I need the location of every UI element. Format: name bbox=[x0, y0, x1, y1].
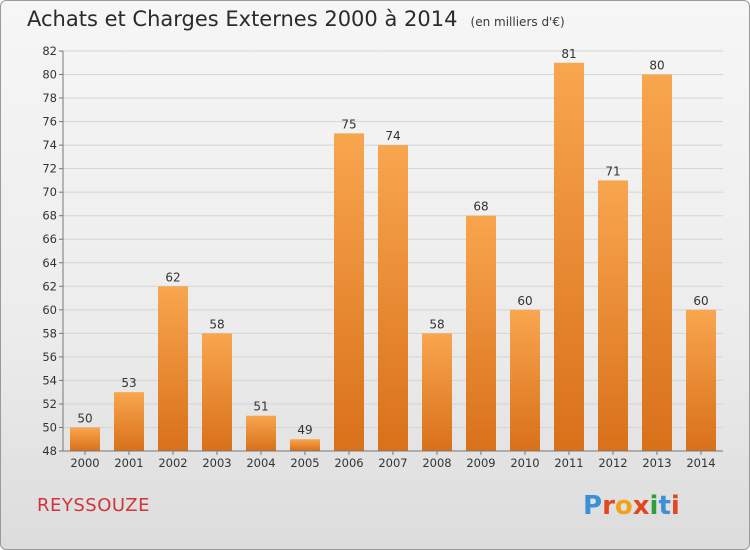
bar-value-label: 68 bbox=[473, 200, 488, 214]
bar-value-label: 58 bbox=[209, 317, 224, 331]
commune-name: REYSSOUZE bbox=[37, 495, 150, 516]
x-tick-label: 2005 bbox=[290, 456, 319, 470]
x-tick-label: 2001 bbox=[114, 456, 143, 470]
bar-value-label: 53 bbox=[121, 376, 136, 390]
bar-value-label: 81 bbox=[561, 47, 576, 61]
bar-2012 bbox=[598, 180, 628, 452]
logo-letter: P bbox=[583, 491, 603, 521]
y-tick-label: 82 bbox=[42, 44, 57, 58]
y-tick-label: 70 bbox=[42, 185, 57, 199]
x-tick-label: 2006 bbox=[334, 456, 363, 470]
logo-letter: t bbox=[658, 491, 671, 521]
x-tick-label: 2004 bbox=[246, 456, 275, 470]
x-tick-label: 2012 bbox=[598, 456, 627, 470]
y-tick-label: 52 bbox=[42, 397, 57, 411]
bar-value-label: 50 bbox=[77, 411, 92, 425]
bar-2011 bbox=[554, 62, 584, 451]
logo-letter: x bbox=[632, 491, 650, 521]
bar-2008 bbox=[422, 333, 452, 451]
bar-value-label: 60 bbox=[693, 294, 708, 308]
bar-2003 bbox=[202, 333, 232, 451]
y-tick-label: 72 bbox=[42, 162, 57, 176]
y-tick-label: 50 bbox=[42, 420, 57, 434]
y-tick-label: 80 bbox=[42, 68, 57, 82]
bar-value-label: 75 bbox=[341, 117, 356, 131]
y-tick-label: 62 bbox=[42, 279, 57, 293]
logo-letter: i bbox=[670, 491, 680, 521]
logo-letter: r bbox=[602, 491, 615, 521]
y-tick-label: 56 bbox=[42, 350, 57, 364]
axis-layer: 48 50 52 54 56 58 60 62 64 66 68 70 72 74 76 78 80 82 2000… bbox=[42, 44, 723, 470]
x-tick-label: 2013 bbox=[642, 456, 671, 470]
x-tick-label: 2014 bbox=[686, 456, 715, 470]
bar-2005 bbox=[290, 439, 320, 451]
bar-2001 bbox=[114, 392, 144, 451]
x-tick-label: 2011 bbox=[554, 456, 583, 470]
x-tick-label: 2007 bbox=[378, 456, 407, 470]
bar-value-label: 60 bbox=[517, 294, 532, 308]
bar-2014 bbox=[686, 309, 716, 451]
x-tick-label: 2002 bbox=[158, 456, 187, 470]
y-tick-label: 74 bbox=[42, 138, 57, 152]
bar-2006 bbox=[334, 133, 364, 451]
bar-value-label: 51 bbox=[253, 400, 268, 414]
y-tick-label: 60 bbox=[42, 303, 57, 317]
x-tick-label: 2009 bbox=[466, 456, 495, 470]
logo-letter: i bbox=[649, 491, 659, 521]
y-tick-label: 76 bbox=[42, 115, 57, 129]
y-tick-label: 64 bbox=[42, 256, 57, 270]
proxiti-logo: Proxiti bbox=[583, 491, 680, 521]
bars-layer: 50 53 62 58 51 49 75 74 58 68 60 81 71 80 60 bbox=[70, 47, 716, 452]
y-tick-label: 48 bbox=[42, 444, 57, 458]
bar-2013 bbox=[642, 74, 672, 451]
y-tick-label: 58 bbox=[42, 326, 57, 340]
x-tick-label: 2010 bbox=[510, 456, 539, 470]
bar-value-label: 49 bbox=[297, 423, 312, 437]
chart-title: Achats et Charges Externes 2000 à 2014 bbox=[27, 7, 458, 31]
y-tick-label: 66 bbox=[42, 232, 57, 246]
y-tick-label: 68 bbox=[42, 209, 57, 223]
title-row: Achats et Charges Externes 2000 à 2014 (… bbox=[27, 7, 565, 31]
logo-letter: o bbox=[614, 491, 633, 521]
y-tick-label: 78 bbox=[42, 91, 57, 105]
y-tick-label: 54 bbox=[42, 373, 57, 387]
bar-value-label: 71 bbox=[605, 164, 620, 178]
bar-value-label: 74 bbox=[385, 129, 400, 143]
bar-2009 bbox=[466, 215, 496, 451]
chart-unit: (en milliers d'€) bbox=[470, 15, 565, 29]
bar-2007 bbox=[378, 145, 408, 451]
bar-2000 bbox=[70, 427, 100, 451]
x-tick-label: 2000 bbox=[70, 456, 99, 470]
bar-value-label: 58 bbox=[429, 317, 444, 331]
x-tick-label: 2008 bbox=[422, 456, 451, 470]
bar-2002 bbox=[158, 286, 188, 451]
bar-2010 bbox=[510, 309, 540, 451]
bar-2004 bbox=[246, 415, 276, 451]
bar-value-label: 62 bbox=[165, 270, 180, 284]
bar-value-label: 80 bbox=[649, 59, 664, 73]
x-tick-label: 2003 bbox=[202, 456, 231, 470]
